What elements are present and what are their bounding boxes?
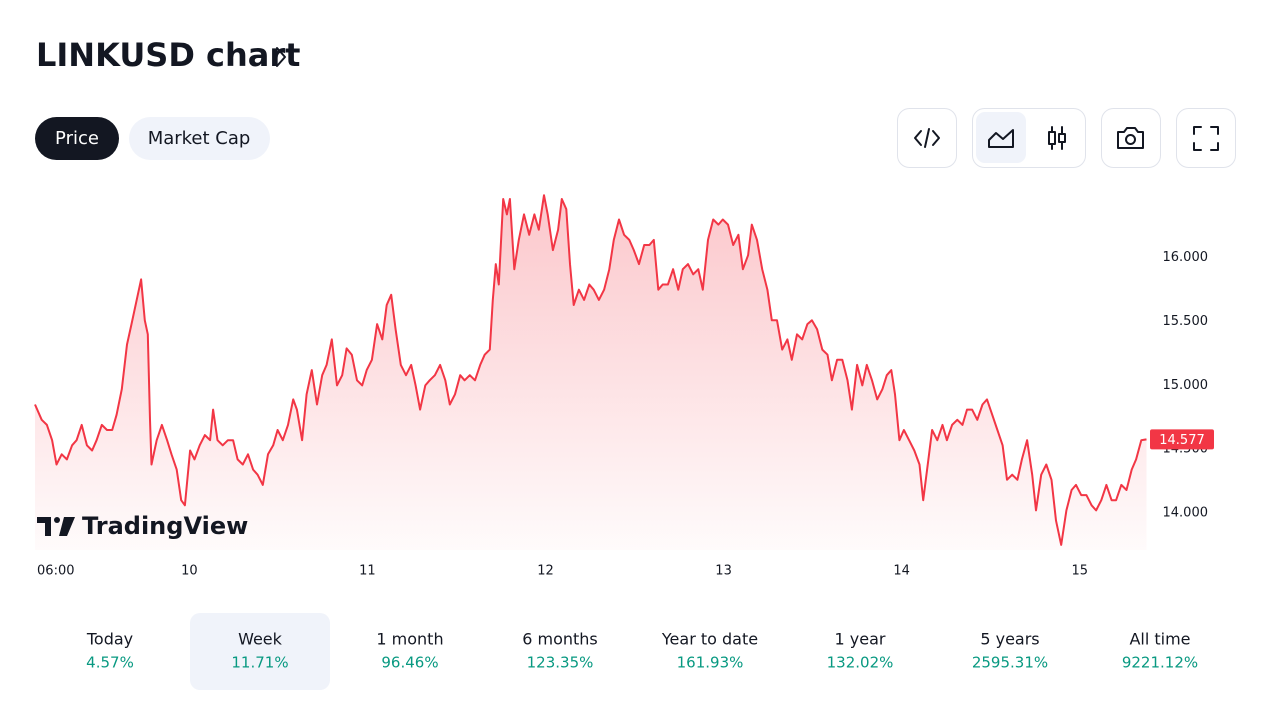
x-tick-label: 12	[537, 564, 554, 579]
fullscreen-icon	[1193, 126, 1219, 151]
period-button[interactable]	[790, 613, 930, 690]
period-label: Week	[238, 630, 283, 649]
tab-price[interactable]	[35, 117, 119, 160]
period-label: 6 months	[522, 630, 598, 649]
embed-icon	[914, 128, 940, 148]
chart: 14.00014.50015.00015.50016.00006:0010111…	[34, 194, 1214, 579]
x-tick-label: 10	[181, 564, 198, 579]
period-button[interactable]	[640, 613, 780, 690]
tab-label: Price	[55, 128, 99, 149]
period-button[interactable]	[1090, 613, 1230, 690]
area-fill	[35, 195, 1147, 550]
period-change: 4.57%	[86, 654, 134, 672]
last-price-label: 14.577	[1159, 433, 1205, 448]
period-label: All time	[1129, 630, 1190, 649]
candle-icon	[1048, 131, 1056, 145]
x-tick-label: 13	[715, 564, 732, 579]
snapshot-button[interactable]	[1101, 108, 1161, 168]
x-tick-label: 14	[893, 564, 910, 579]
candle-button[interactable]	[1033, 112, 1081, 163]
period-button[interactable]	[190, 613, 330, 690]
period-change: 11.71%	[231, 654, 288, 672]
page-title: LINKUSD chart	[36, 36, 300, 74]
period-label: Today	[86, 630, 133, 649]
period-label: Year to date	[661, 630, 758, 649]
fullscreen-button[interactable]	[1176, 108, 1236, 168]
logo-mark	[37, 517, 51, 536]
period-label: 1 month	[376, 630, 443, 649]
y-tick-label: 14.000	[1163, 505, 1209, 520]
x-tick-label: 06:00	[37, 564, 74, 579]
period-change: 123.35%	[527, 654, 594, 672]
watermark-text: TradingView	[82, 512, 248, 540]
title-chevron[interactable]	[276, 47, 286, 67]
period-button[interactable]	[40, 613, 180, 690]
watermark: TradingView	[37, 512, 248, 540]
candle-icon	[1058, 133, 1066, 143]
x-tick-label: 15	[1071, 564, 1088, 579]
tab-market-cap[interactable]	[129, 117, 270, 160]
area-icon	[988, 129, 1014, 148]
period-label: 1 year	[835, 630, 886, 649]
y-tick-label: 15.500	[1163, 314, 1209, 329]
logo-mark	[54, 517, 60, 523]
last-price-badge	[1150, 429, 1214, 450]
y-tick-label: 15.000	[1163, 378, 1209, 393]
tab-label: Market Cap	[148, 128, 251, 149]
y-tick-label: 16.000	[1163, 250, 1209, 265]
period-button[interactable]	[940, 613, 1080, 690]
period-change: 161.93%	[677, 654, 744, 672]
period-bar: Today 4.57% Week 11.71% 1 month 96.46% 6 month…	[40, 613, 1230, 690]
camera-icon	[1117, 127, 1144, 149]
x-tick-label: 11	[359, 564, 376, 579]
period-change: 132.02%	[827, 654, 894, 672]
logo-mark	[59, 517, 75, 536]
period-change: 9221.12%	[1122, 654, 1198, 672]
period-change: 2595.31%	[972, 654, 1048, 672]
price-line	[34, 194, 1147, 546]
camera-icon	[1125, 134, 1136, 145]
period-button[interactable]	[490, 613, 630, 690]
period-button[interactable]	[340, 613, 480, 690]
period-change: 96.46%	[381, 654, 438, 672]
period-label: 5 years	[980, 630, 1039, 649]
